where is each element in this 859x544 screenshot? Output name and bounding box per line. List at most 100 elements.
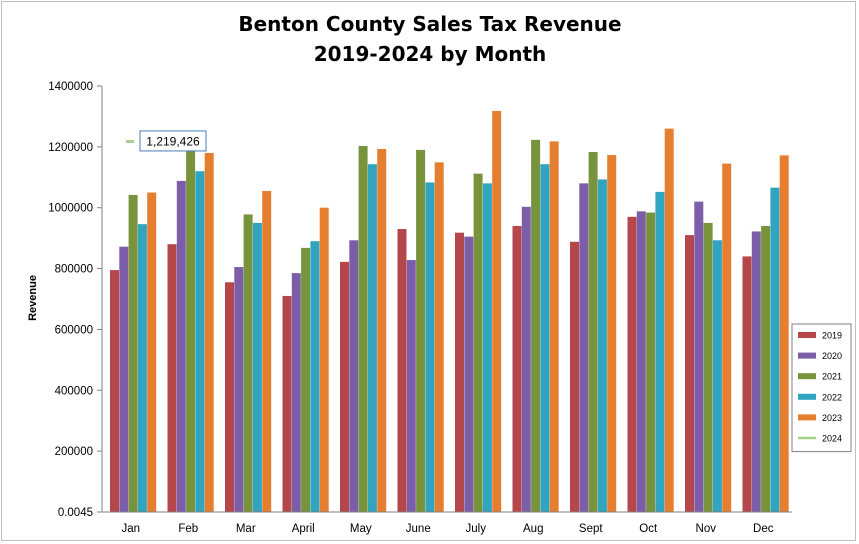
y-tick-label: 400000	[55, 385, 93, 397]
legend-swatch-2020	[798, 352, 816, 359]
bar-2023-feb	[204, 152, 214, 512]
bar-2019-oct	[627, 216, 637, 513]
bar-2020-mar	[234, 267, 244, 512]
y-tick-label: 600000	[55, 324, 93, 336]
bar-2020-june	[406, 260, 416, 512]
bar-2021-feb	[186, 146, 196, 512]
bar-2020-april	[291, 273, 301, 512]
bar-2021-sept	[588, 152, 598, 512]
legend-label-2024: 2024	[822, 434, 842, 444]
bar-2021-july	[473, 173, 483, 513]
bar-2021-dec	[761, 225, 771, 512]
x-tick-label: April	[292, 523, 315, 535]
bar-2022-dec	[770, 187, 780, 513]
y-tick-label: 1400000	[48, 81, 93, 93]
callout-box	[139, 130, 207, 152]
legend-label-2020: 2020	[822, 351, 842, 361]
bar-2020-oct	[636, 211, 646, 512]
bar-2019-may	[340, 261, 349, 512]
bar-2023-may	[377, 148, 387, 513]
bar-2023-mar	[262, 190, 272, 512]
bar-2022-june	[425, 182, 435, 513]
y-tick-label: 800000	[55, 264, 93, 276]
bar-2021-nov	[703, 222, 713, 512]
callout-label: 1,219,426	[146, 134, 200, 148]
x-tick-label: Jan	[121, 523, 140, 535]
x-tick-label: Oct	[639, 523, 658, 535]
legend-swatch-2019	[798, 332, 816, 338]
bar-2023-aug	[549, 141, 559, 512]
bar-2022-sept	[597, 179, 607, 512]
bar-2023-july	[492, 110, 502, 513]
x-tick-label: July	[466, 523, 487, 535]
x-tick-label: Aug	[523, 523, 543, 535]
x-tick-label: Nov	[696, 523, 717, 535]
bar-2020-feb	[176, 180, 186, 513]
x-tick-label: Dec	[753, 523, 774, 535]
bar-2019-nov	[685, 235, 694, 512]
bar-2020-july	[464, 236, 474, 512]
legend-box	[791, 323, 852, 453]
bar-2021-aug	[531, 139, 541, 512]
bar-2020-jan	[119, 246, 129, 513]
bar-2022-mar	[252, 222, 262, 512]
bar-2020-dec	[751, 231, 761, 512]
legend-swatch-2023	[798, 414, 816, 421]
bar-2023-nov	[722, 163, 732, 513]
bar-2023-jan	[147, 192, 157, 512]
bar-2023-oct	[664, 128, 674, 512]
bar-2019-aug	[512, 225, 522, 512]
bar-2020-nov	[694, 201, 704, 512]
bar-2021-oct	[646, 212, 656, 512]
legend-label-2019: 2019	[822, 331, 842, 341]
bar-2022-nov	[712, 240, 722, 512]
bar-2021-jan	[128, 194, 138, 513]
bar-2021-april	[301, 247, 311, 512]
bar-2019-sept	[570, 241, 579, 512]
bar-2023-sept	[607, 155, 617, 512]
legend-swatch-2021	[798, 373, 816, 380]
legend-label-2023: 2023	[822, 413, 842, 423]
y-axis-label: Revenue	[27, 275, 39, 321]
bar-2020-sept	[579, 183, 589, 512]
chart-title-line-2: 2019-2024 by Month	[314, 42, 547, 66]
legend: 2019 2020 2021 2022 2023 2024	[791, 323, 852, 453]
bar-2019-june	[397, 229, 407, 512]
bar-2023-dec	[779, 155, 789, 512]
data-callout: 1,219,426	[126, 130, 207, 152]
bar-2020-aug	[521, 206, 531, 512]
x-tick-label: Feb	[178, 523, 198, 535]
legend-swatch-2022	[798, 393, 816, 400]
bars	[110, 110, 789, 513]
axes: 0.0045 200000 400000 600000 800000 1000000 120…	[48, 81, 792, 535]
bar-2023-june	[434, 162, 444, 512]
x-tick-label: Mar	[236, 523, 256, 535]
bar-2019-dec	[742, 256, 752, 512]
bar-2021-june	[416, 149, 426, 512]
bar-2022-april	[310, 241, 320, 512]
x-tick-label: May	[350, 523, 372, 535]
bar-2022-feb	[195, 171, 205, 512]
chart-title-line-1: Benton County Sales Tax Revenue	[238, 12, 621, 36]
bar-2022-oct	[655, 191, 665, 513]
legend-label-2021: 2021	[822, 372, 842, 382]
bar-2019-jan	[110, 270, 119, 512]
bar-2022-aug	[540, 164, 550, 513]
bar-2019-mar	[225, 282, 234, 512]
legend-label-2022: 2022	[822, 392, 842, 402]
bar-2019-april	[282, 295, 292, 512]
x-tick-label: June	[406, 523, 431, 535]
y-tick-label: 200000	[55, 446, 93, 458]
y-tick-label: 1000000	[48, 203, 93, 215]
bar-2023-april	[319, 207, 329, 512]
y-tick-label: 0.0045	[58, 507, 93, 519]
bar-2022-july	[482, 183, 492, 512]
y-tick-label: 1200000	[48, 142, 93, 154]
bar-2022-jan	[137, 224, 147, 512]
bar-2021-mar	[243, 214, 253, 512]
bar-2019-feb	[167, 244, 177, 512]
bar-2020-may	[349, 240, 359, 512]
bar-2019-july	[455, 232, 464, 512]
